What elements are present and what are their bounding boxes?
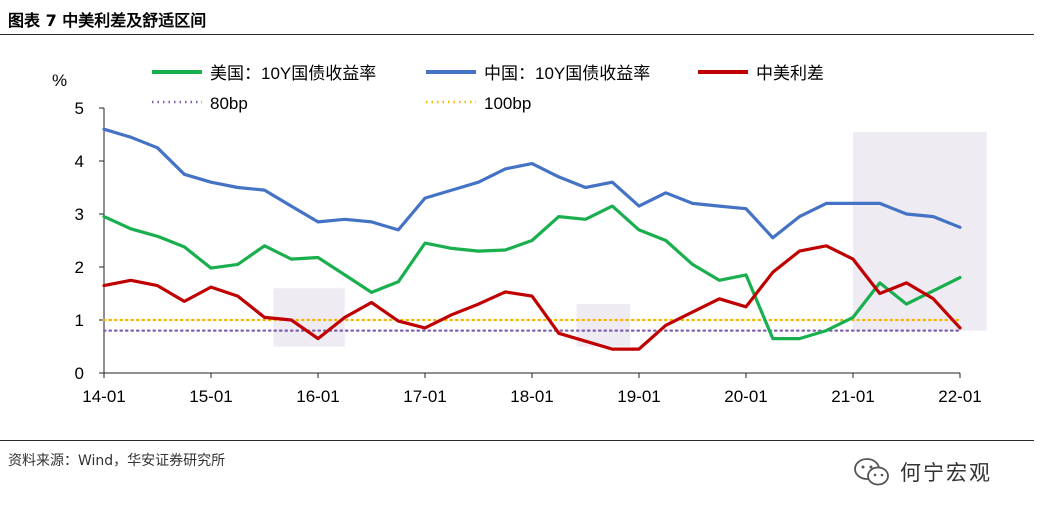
watermark-text: 何宁宏观: [900, 461, 992, 485]
series-lines: [102, 127, 962, 351]
shaded-region-2: [853, 131, 987, 331]
y-tick-label: 5: [75, 99, 84, 118]
x-tick-label: 22-01: [938, 387, 981, 406]
legend-label-bp100: 100bp: [484, 94, 531, 113]
y-tick-label: 3: [75, 205, 84, 224]
legend: 美国：10Y国债收益率 中国：10Y国债收益率 中美利差 80bp 100bp: [152, 64, 824, 113]
source-note: 资料来源：Wind，华安证券研究所: [8, 453, 226, 469]
bottom-divider: [0, 440, 1034, 441]
y-axis-unit: %: [52, 71, 67, 90]
watermark: 何宁宏观: [852, 452, 992, 492]
x-tick-label: 18-01: [510, 387, 553, 406]
y-tick-label: 0: [75, 364, 84, 383]
legend-label-cn: 中国：10Y国债收益率: [484, 64, 650, 83]
legend-label-bp80: 80bp: [210, 94, 248, 113]
line-chart: 0 1 2 3 4 5% 14-01 15-01 16-01 17-01 18-01 19-01 20-…: [52, 64, 987, 406]
shaded-region-1: [576, 304, 631, 347]
y-tick-label: 1: [75, 311, 84, 330]
x-tick-label: 19-01: [617, 387, 660, 406]
legend-label-spread: 中美利差: [756, 64, 824, 83]
x-tick-label: 16-01: [296, 387, 339, 406]
x-tick-label: 14-01: [82, 387, 125, 406]
legend-label-us: 美国：10Y国债收益率: [210, 64, 376, 83]
series-line-spread: [102, 244, 962, 351]
wechat-icon: [854, 458, 889, 486]
y-tick-label: 2: [75, 258, 84, 277]
axes: 0 1 2 3 4 5% 14-01 15-01 16-01 17-01 18-01 19-01 20-…: [52, 71, 982, 406]
series-line-us: [102, 204, 962, 341]
x-tick-label: 17-01: [403, 387, 446, 406]
top-divider: [0, 34, 1034, 35]
x-tick-label: 20-01: [724, 387, 767, 406]
comfort-zone-shading: [273, 131, 987, 347]
series-line-cn: [102, 127, 962, 240]
figure-title: 图表 7 中美利差及舒适区间: [8, 11, 207, 30]
x-tick-label: 21-01: [831, 387, 874, 406]
shaded-region-0: [273, 288, 345, 347]
x-tick-label: 15-01: [189, 387, 232, 406]
y-tick-label: 4: [75, 152, 84, 171]
